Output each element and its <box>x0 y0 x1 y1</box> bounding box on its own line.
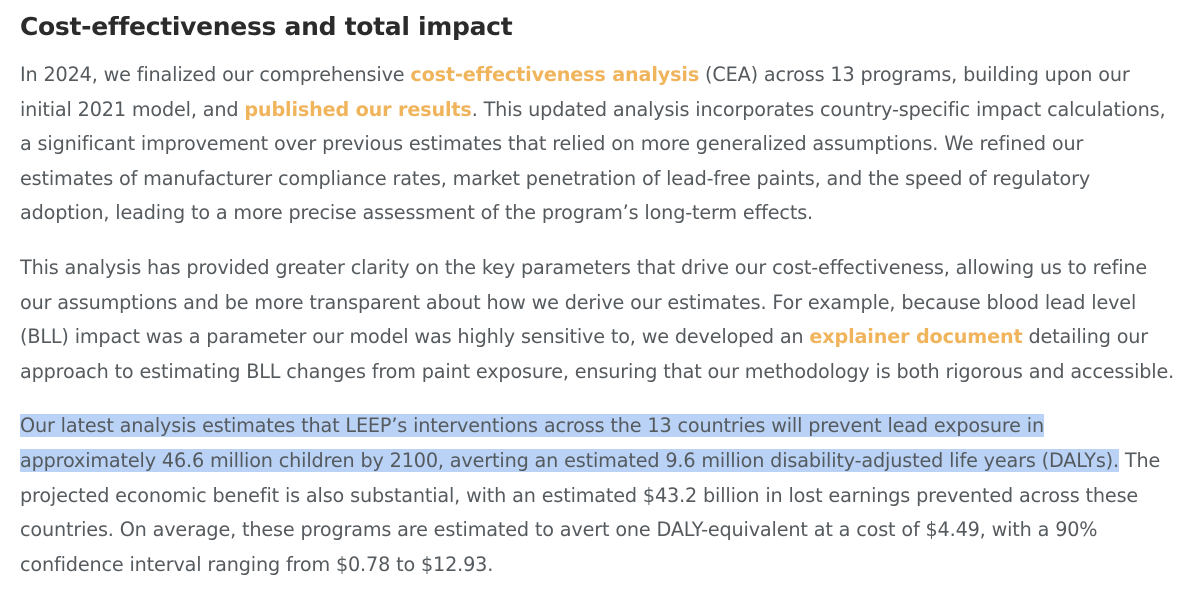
paragraph-impact-estimates: Our latest analysis estimates that LEEP’… <box>20 409 1180 582</box>
paragraph-key-parameters: This analysis has provided greater clari… <box>20 251 1180 389</box>
selected-text-highlight[interactable]: Our latest analysis estimates that LEEP’… <box>20 414 1119 472</box>
paragraph-text: . This updated analysis incorporates cou… <box>20 97 1166 225</box>
article-section: Cost-effectiveness and total impact In 2… <box>20 0 1180 582</box>
paragraph-cea-overview: In 2024, we finalized our comprehensive … <box>20 58 1180 231</box>
cost-effectiveness-analysis-link[interactable]: cost-effectiveness analysis <box>410 63 700 86</box>
section-heading: Cost-effectiveness and total impact <box>20 12 513 41</box>
paragraph-text: The projected economic benefit is also s… <box>20 448 1161 576</box>
paragraph-text: This analysis has provided greater clari… <box>20 255 1148 349</box>
paragraph-text: In 2024, we finalized our comprehensive <box>20 63 411 86</box>
published-results-link[interactable]: published our results <box>244 97 472 121</box>
explainer-document-link[interactable]: explainer document <box>809 325 1023 349</box>
paragraph-text: detailing our approach to estimating BLL… <box>20 325 1175 383</box>
paragraph-text: (CEA) across 13 programs, building upon … <box>20 63 1130 121</box>
